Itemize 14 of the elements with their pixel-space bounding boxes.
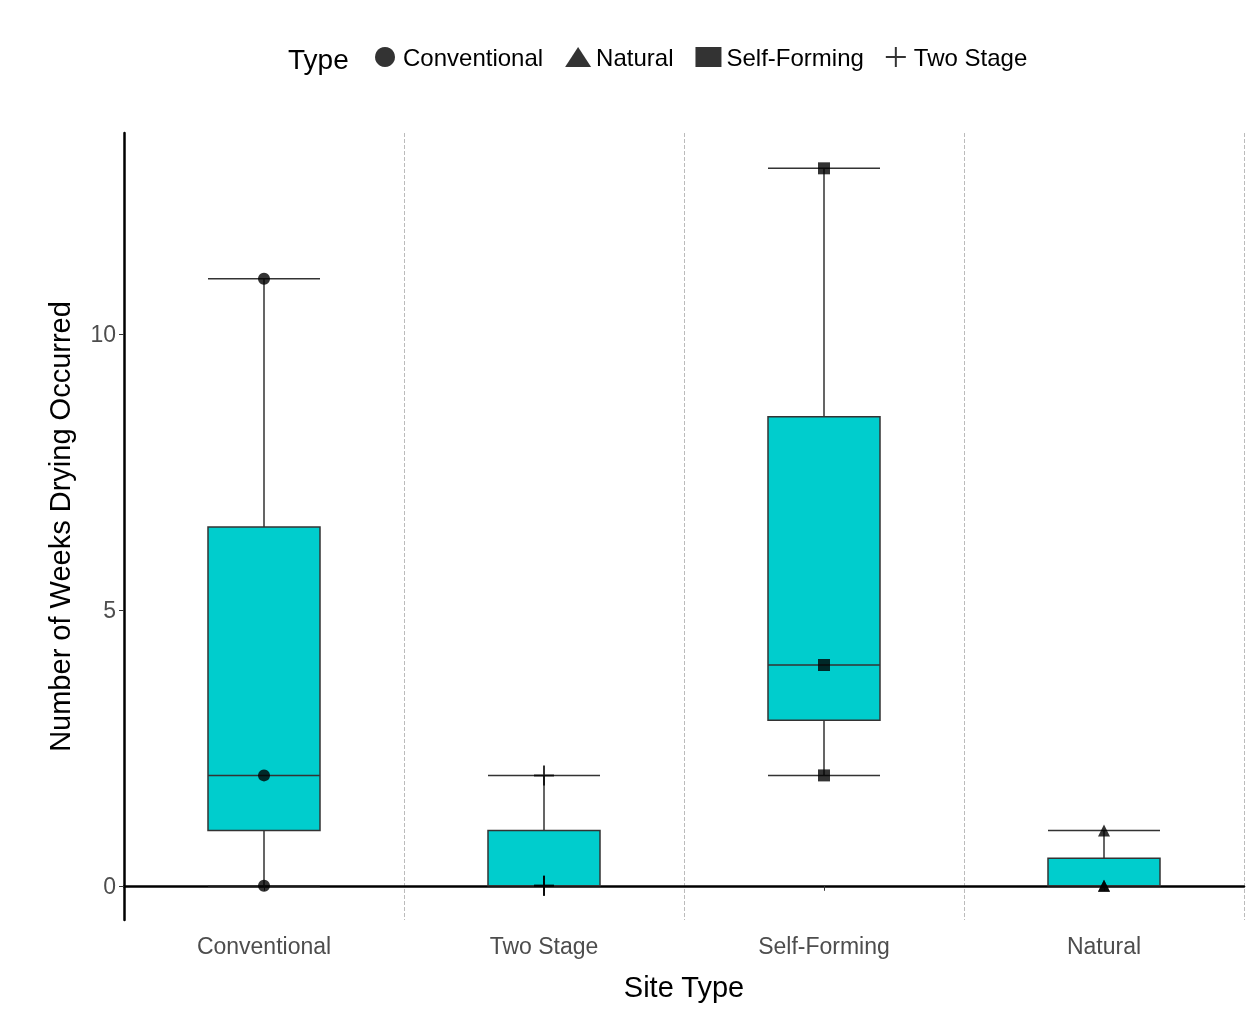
legend-label: Conventional	[403, 43, 544, 71]
x-tick-label: Self-Forming	[758, 932, 890, 959]
legend-title: Type	[288, 43, 349, 75]
x-tick-label: Natural	[1066, 932, 1142, 959]
x-tick-label: Conventional	[196, 932, 332, 959]
y-axis-title: Number of Weeks Drying Occurred	[43, 301, 76, 752]
x-axis-title: Site Type	[623, 970, 745, 1003]
y-tick-label: 0	[103, 872, 116, 899]
legend-label: Two Stage	[913, 43, 1028, 71]
x-tick-label: Two Stage	[489, 932, 599, 959]
y-tick-label: 5	[103, 596, 116, 623]
y-tick-label: 10	[90, 320, 116, 347]
legend-label: Self-Forming	[726, 43, 864, 71]
legend-label: Natural	[596, 43, 674, 71]
